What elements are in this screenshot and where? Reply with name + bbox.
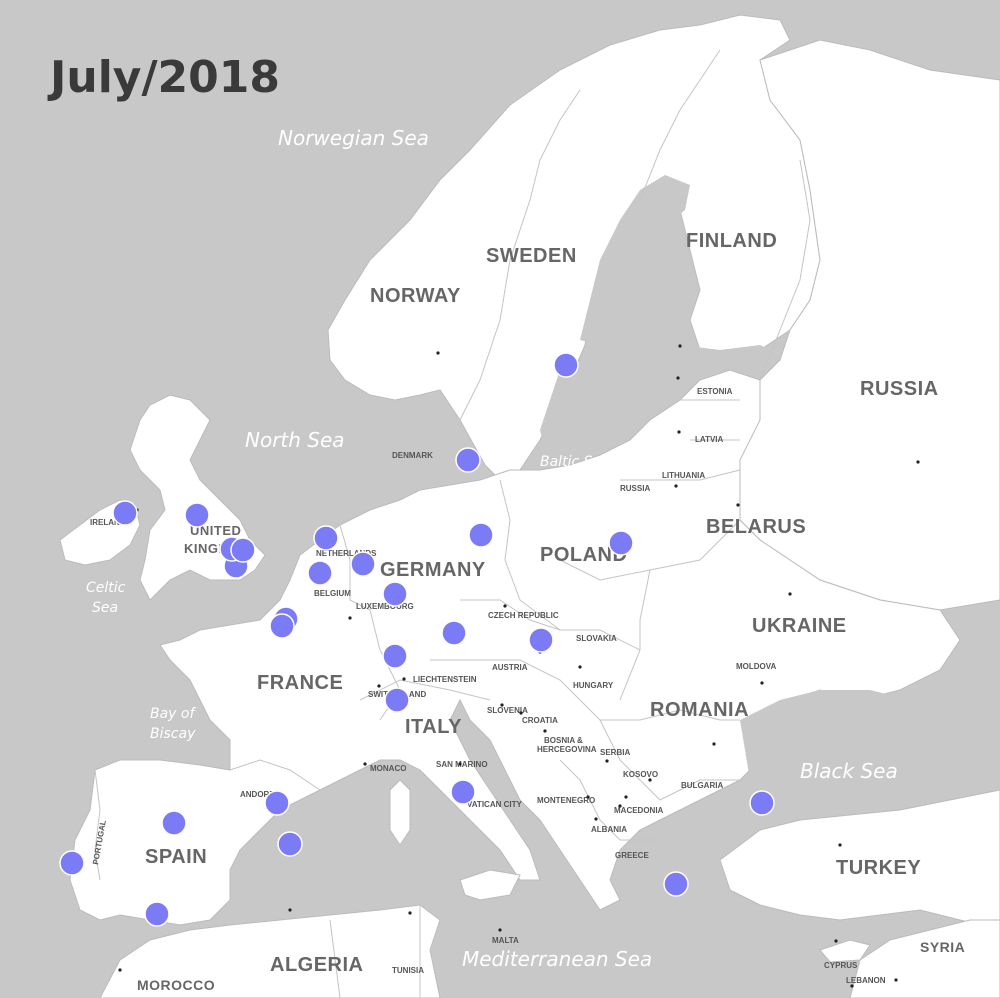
label-syria: SYRIA [920,939,965,955]
marker-manchester[interactable] [184,502,210,528]
label-turkey: TURKEY [836,857,921,879]
label-romania: ROMANIA [650,699,749,721]
label-russia: RUSSIA [860,378,939,400]
label-latvia: LATVIA [695,435,724,444]
label-estonia: ESTONIA [697,387,733,396]
marker-amsterdam[interactable] [313,525,339,551]
sea-celtic-line2: Sea [92,600,118,616]
marker-crimea[interactable] [749,790,775,816]
label-bulgaria: BULGARIA [681,781,723,790]
label-macedonia: MACEDONIA [614,806,664,815]
map-title: July/2018 [47,52,280,103]
marker-athens[interactable] [663,871,689,897]
label-cyprus: CYPRUS [824,961,858,970]
label-algeria: ALGERIA [270,954,364,976]
marker-dusseldorf[interactable] [350,551,376,577]
label-montenegro: MONTENEGRO [537,796,595,805]
marker-stockholm[interactable] [553,352,579,378]
label-sweden: SWEDEN [486,245,577,267]
label-austria: AUSTRIA [492,663,528,672]
label-belgium: BELGIUM [314,589,351,598]
marker-mallorca[interactable] [277,831,303,857]
label-spain: SPAIN [145,846,207,868]
sea-norwegian: Norwegian Sea [278,126,429,150]
marker-warsaw[interactable] [608,530,634,556]
label-lebanon: LEBANON [846,976,886,985]
sea-black: Black Sea [800,759,898,783]
marker-munich[interactable] [441,620,467,646]
label-italy: ITALY [405,716,462,738]
sea-labels: Norwegian Sea North Sea Baltic Sea Celti… [86,126,898,971]
label-slovakia: SLOVAKIA [576,634,617,643]
label-liechtenstein: LIECHTENSTEIN [413,675,477,684]
small-country-labels: IRELAND DENMARK ESTONIA LATVIA LITHUANIA… [90,387,886,985]
label-bosnia-line2: HERCEGOVINA [537,745,597,754]
label-slovenia: SLOVENIA [487,706,528,715]
label-andorra: ANDORRA [240,790,281,799]
country-labels: SWEDEN FINLAND NORWAY RUSSIA BELARUS POL… [137,230,965,993]
country-borders [94,49,811,998]
label-albania: ALBANIA [591,825,627,834]
label-belarus: BELARUS [706,516,806,538]
label-moldova: MOLDOVA [736,662,777,671]
label-uk-line1: UNITED [190,523,241,538]
label-ireland: IRELAND [90,518,126,527]
marker-vienna[interactable] [528,627,554,653]
label-san-marino: SAN MARINO [436,760,488,769]
sea-mediterranean: Mediterranean Sea [462,947,652,971]
marker-madrid[interactable] [161,810,187,836]
marker-dublin[interactable] [112,500,138,526]
label-bosnia-line1: BOSNIA & [544,736,583,745]
marker-barcelona[interactable] [264,790,290,816]
sea-baltic: Baltic Sea [540,454,610,470]
marker-malaga[interactable] [144,901,170,927]
label-greece: GREECE [615,851,649,860]
marker-milan[interactable] [384,687,410,713]
label-vatican: VATICAN CITY [467,800,522,809]
label-norway: NORWAY [370,285,461,307]
label-hungary: HUNGARY [573,681,614,690]
marker-paris-1[interactable] [269,613,295,639]
label-netherlands: NETHERLANDS [316,549,377,558]
label-monaco: MONACO [370,764,406,773]
marker-brussels[interactable] [307,560,333,586]
label-france: FRANCE [257,672,343,694]
label-tunisia: TUNISIA [392,966,424,975]
marker-zurich[interactable] [382,643,408,669]
label-luxembourg: LUXEMBOURG [356,602,414,611]
marker-frankfurt[interactable] [382,581,408,607]
city-dots [118,344,920,988]
label-lithuania: LITHUANIA [662,471,705,480]
label-finland: FINLAND [686,230,777,252]
marker-london-1[interactable] [230,537,256,563]
label-serbia: SERBIA [600,748,630,757]
label-croatia: CROATIA [522,716,558,725]
marker-lisbon[interactable] [59,850,85,876]
label-morocco: MOROCCO [137,977,215,993]
label-czech: CZECH REPUBLIC [488,611,559,620]
marker-berlin[interactable] [468,522,494,548]
label-russia-kaliningrad: RUSSIA [620,484,650,493]
marker-copenhagen[interactable] [455,447,481,473]
landmass [59,14,1000,998]
label-ukraine: UKRAINE [752,615,847,637]
sea-celtic-line1: Celtic [86,580,126,596]
sea-biscay-line1: Bay of [150,706,196,722]
marker-rome[interactable] [450,779,476,805]
sea-biscay-line2: Biscay [150,726,196,742]
location-markers [59,352,775,927]
label-germany: GERMANY [380,559,486,581]
label-kosovo: KOSOVO [623,770,658,779]
sea-north: North Sea [245,428,345,452]
label-poland: POLAND [540,544,627,566]
label-malta: MALTA [492,936,519,945]
label-denmark: DENMARK [392,451,433,460]
